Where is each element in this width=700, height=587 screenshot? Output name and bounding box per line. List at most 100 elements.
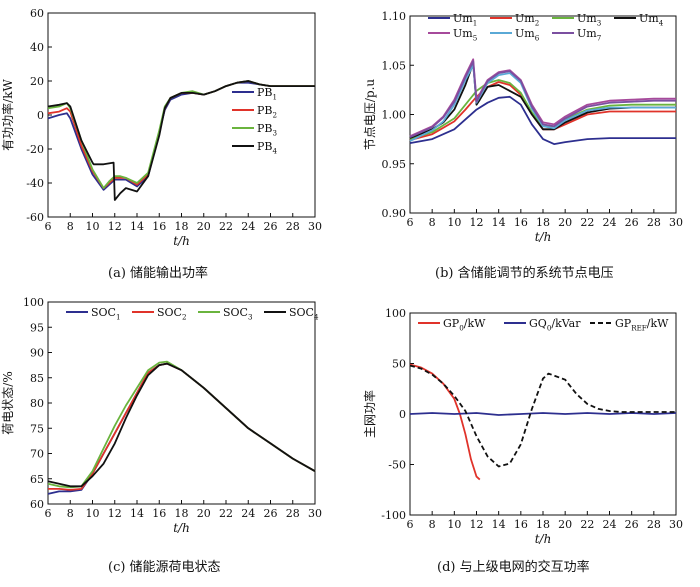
legend-label: PB2 — [257, 104, 277, 119]
legend-label: Um3 — [577, 12, 602, 27]
y-tick-label: 0 — [37, 109, 44, 122]
x-tick-label: 28 — [647, 216, 661, 229]
series-line-um7 — [409, 60, 676, 139]
x-tick-label: 20 — [558, 518, 572, 531]
y-tick-label: -40 — [26, 177, 44, 190]
chart-b: 6 8 10 12 14 16 18 20 22 24 26 28 30 0.90 0.95 1.00 1.05… — [363, 10, 683, 244]
x-tick-label: 12 — [470, 518, 484, 531]
x-tick-label: 26 — [625, 216, 639, 229]
x-tick-label: 18 — [536, 216, 550, 229]
x-tick-label: 10 — [447, 518, 461, 531]
y-tick-label: 70 — [30, 448, 44, 461]
x-tick-label: 26 — [625, 518, 639, 531]
legend-label: PB3 — [257, 122, 278, 137]
x-tick-label: 26 — [264, 220, 278, 233]
legend-label: GQ0/kVar — [529, 317, 581, 332]
x-tick-label: 14 — [492, 518, 506, 531]
y-tick-label: -50 — [388, 459, 406, 472]
series-line-um4 — [409, 62, 676, 139]
caption-d: (d) 与上级电网的交互功率 — [437, 560, 590, 575]
x-tick-label: 6 — [45, 220, 52, 233]
y-tick-label: 100 — [23, 296, 44, 309]
x-tick-label: 8 — [67, 220, 74, 233]
y-tick-label: 40 — [30, 41, 44, 54]
y-tick-label: 1.05 — [382, 59, 407, 72]
legend-label: SOC4 — [289, 306, 319, 321]
legend-label: SOC1 — [91, 306, 121, 321]
x-tick-label: 20 — [197, 507, 211, 520]
series-line-pb4 — [47, 80, 315, 201]
y-tick-label: 65 — [30, 473, 44, 486]
legend-label: Um6 — [515, 27, 540, 42]
legend-label: PB4 — [257, 140, 278, 155]
x-tick-label: 22 — [219, 507, 233, 520]
x-tick-label: 22 — [219, 220, 233, 233]
x-tick-label: 14 — [130, 220, 144, 233]
x-tick-label: 8 — [429, 518, 436, 531]
x-tick-label: 16 — [152, 507, 166, 520]
x-tick-label: 18 — [175, 220, 189, 233]
x-axis-label: t/h — [173, 234, 190, 248]
x-tick-label: 12 — [470, 216, 484, 229]
x-tick-label: 16 — [152, 220, 166, 233]
y-tick-label: 100 — [385, 307, 406, 320]
y-tick-label: 60 — [30, 7, 44, 20]
chart-c: 6 8 10 12 14 16 18 20 22 24 26 28 30 60 65 70 75 80 85 90 95… — [1, 296, 322, 535]
legend-label: SOC2 — [157, 306, 187, 321]
chart-a: 6 8 10 12 14 16 18 20 22 24 26 28 30 -60 -40 -20 0 20 40 60… — [0, 7, 322, 248]
series-line-soc1 — [47, 362, 316, 495]
legend-label: Um2 — [515, 12, 539, 27]
y-axis-label: 有功功率/kW — [0, 79, 15, 151]
y-tick-label: 75 — [30, 422, 44, 435]
x-tick-label: 14 — [492, 216, 506, 229]
series-line-um3 — [409, 79, 676, 140]
y-tick-label: 85 — [30, 372, 44, 385]
caption-a: (a) 储能输出功率 — [108, 266, 209, 281]
plot-frame — [47, 301, 316, 505]
y-tick-label: 90 — [30, 347, 44, 360]
y-tick-label: 60 — [30, 498, 44, 511]
x-tick-label: 6 — [407, 518, 414, 531]
x-tick-label: 16 — [514, 518, 528, 531]
caption-c: (c) 储能源荷电状态 — [108, 560, 221, 575]
x-axis-label: t/h — [535, 532, 552, 546]
x-tick-label: 20 — [558, 216, 572, 229]
legend-label: GPREF/kW — [615, 317, 669, 332]
x-axis-label: t/h — [173, 521, 190, 535]
legend-label: PB1 — [257, 86, 277, 101]
x-tick-label: 24 — [241, 220, 255, 233]
x-tick-label: 18 — [175, 507, 189, 520]
x-tick-label: 8 — [429, 216, 436, 229]
x-tick-label: 24 — [241, 507, 255, 520]
x-tick-label: 30 — [308, 220, 322, 233]
legend-label: Um5 — [453, 27, 477, 42]
x-tick-label: 26 — [264, 507, 278, 520]
legend-label: Um7 — [577, 27, 602, 42]
x-axis-label: t/h — [535, 230, 552, 244]
series-line-gprefkw — [409, 364, 676, 468]
x-tick-label: 22 — [580, 216, 594, 229]
x-tick-label: 30 — [669, 216, 683, 229]
y-tick-label: 95 — [30, 321, 44, 334]
chart-d: 6 8 10 12 14 16 18 20 22 24 26 28 30 -100 -50 0 50 100 t/h… — [362, 307, 683, 546]
legend-label: Um1 — [453, 12, 477, 27]
x-tick-label: 28 — [647, 518, 661, 531]
y-tick-label: 0.90 — [382, 207, 407, 220]
series-line-um6 — [409, 64, 676, 142]
x-tick-label: 12 — [108, 220, 122, 233]
x-tick-label: 30 — [669, 518, 683, 531]
x-tick-label: 6 — [407, 216, 414, 229]
y-tick-label: 80 — [30, 397, 44, 410]
y-tick-label: 50 — [392, 358, 406, 371]
x-tick-label: 16 — [514, 216, 528, 229]
series-line-soc4 — [47, 362, 316, 488]
y-tick-label: 20 — [30, 75, 44, 88]
y-tick-label: -100 — [381, 509, 406, 522]
x-tick-label: 6 — [45, 507, 52, 520]
series-line-gq0kvar — [409, 412, 677, 416]
series-line-gp0kw — [409, 363, 481, 481]
series-line-soc3 — [47, 360, 316, 489]
x-tick-label: 28 — [286, 220, 300, 233]
caption-b: (b) 含储能调节的系统节点电压 — [435, 266, 614, 281]
x-tick-label: 12 — [108, 507, 122, 520]
